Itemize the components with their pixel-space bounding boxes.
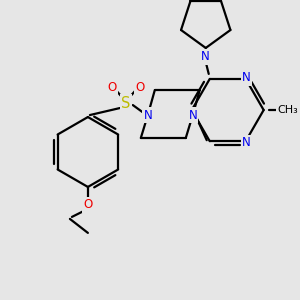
Text: N: N [188, 109, 197, 122]
Text: N: N [201, 50, 210, 63]
Text: O: O [83, 198, 92, 212]
Text: O: O [107, 81, 116, 94]
Text: S: S [121, 96, 130, 111]
Text: N: N [143, 109, 152, 122]
Text: CH₃: CH₃ [277, 105, 298, 115]
Text: O: O [135, 81, 144, 94]
Text: N: N [242, 71, 251, 84]
Text: N: N [242, 136, 251, 149]
